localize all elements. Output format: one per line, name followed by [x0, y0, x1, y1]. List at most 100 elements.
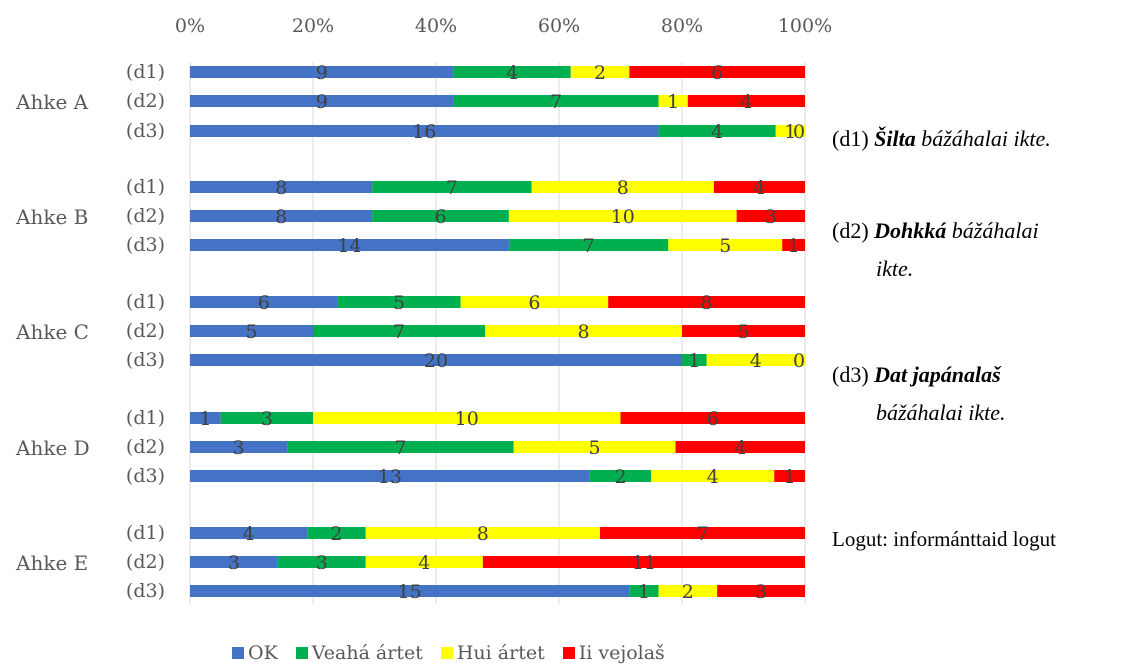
data-label: 1 [788, 235, 800, 257]
row-label: (d3) [126, 349, 165, 371]
group-label: Ahke B [15, 205, 88, 229]
row-label: (d2) [126, 205, 165, 227]
bar-segment [629, 585, 659, 597]
bar-segment [717, 585, 805, 597]
data-label: 6 [711, 62, 723, 84]
bar-segment [736, 210, 805, 222]
data-label: 2 [330, 523, 342, 545]
data-label: 8 [477, 523, 489, 545]
x-tick-label: 20% [292, 15, 334, 37]
bar-segment [460, 296, 609, 308]
data-label: 9 [316, 91, 328, 113]
bar-segment [190, 527, 308, 539]
bar-segment [453, 66, 571, 78]
bar-segment [190, 470, 590, 482]
row-label: (d1) [126, 291, 165, 313]
data-label: 5 [393, 292, 405, 314]
legend-swatch [232, 647, 244, 659]
legend-swatch [440, 647, 453, 659]
legend-item: OK [232, 642, 278, 664]
legend-label: OK [248, 642, 278, 664]
bar-segment [190, 181, 373, 193]
row-label: (d1) [126, 407, 165, 429]
legend-label: Veahá ártet [311, 642, 423, 664]
data-label: 8 [578, 321, 590, 343]
legend-swatch [562, 647, 575, 659]
data-label: 4 [711, 121, 723, 143]
x-tick-label: 100% [778, 15, 832, 37]
data-label: 10 [455, 408, 479, 430]
bar-segment [620, 412, 805, 424]
bar-segment [485, 325, 682, 337]
note-d3: (d3) Dat japánalaš bážáhalai ikte. [832, 362, 1006, 425]
row-label: (d3) [126, 234, 165, 256]
bar-segment [658, 585, 718, 597]
group-label: Ahke E [15, 551, 88, 575]
data-label: 4 [506, 62, 518, 84]
data-label: 4 [740, 91, 752, 113]
data-label: 1 [688, 350, 700, 372]
bar-segment [190, 412, 221, 424]
data-label: 0 [793, 350, 805, 372]
legend-item: Hui ártet [440, 642, 545, 664]
data-label: 4 [734, 437, 746, 459]
data-label: 1 [784, 466, 796, 488]
bar-segment [190, 556, 278, 568]
data-label: 5 [245, 321, 257, 343]
bar-segment [658, 95, 688, 107]
bar-segment [365, 527, 600, 539]
x-tick-label: 0% [175, 15, 205, 37]
bar-segment [277, 556, 366, 568]
data-label: 2 [594, 62, 606, 84]
data-label: 7 [446, 177, 458, 199]
data-label: 2 [682, 581, 694, 603]
bar-segment [570, 66, 630, 78]
bar-segment [313, 412, 621, 424]
bar-segment [190, 66, 454, 78]
bar-segment [313, 325, 486, 337]
legend-label: Hui ártet [456, 642, 545, 664]
bar-segment [190, 95, 454, 107]
data-label: 7 [394, 437, 406, 459]
bar-segment [508, 239, 669, 251]
bar-segment [453, 95, 659, 107]
row-label: (d2) [126, 90, 165, 112]
data-label: 20 [424, 350, 448, 372]
note-d1: (d1) Šilta bážáhalai ikte. [832, 126, 1051, 151]
bar-segment [774, 470, 805, 482]
data-label: 2 [614, 466, 626, 488]
data-label: 5 [589, 437, 601, 459]
data-label: 7 [550, 91, 562, 113]
data-label: 10 [611, 206, 635, 228]
legend-item: Veahá ártet [295, 642, 423, 664]
x-tick-label: 60% [538, 15, 580, 37]
data-label: 6 [258, 292, 270, 314]
bar-segment [668, 239, 783, 251]
data-label: 6 [528, 292, 540, 314]
x-tick-label: 80% [661, 15, 703, 37]
data-label: 5 [737, 321, 749, 343]
data-label: 6 [435, 206, 447, 228]
row-label: (d2) [126, 436, 165, 458]
data-label: 6 [707, 408, 719, 430]
bar-segment [365, 556, 483, 568]
data-label: 7 [583, 235, 595, 257]
bar-segment [190, 354, 682, 366]
chart-legend: OK Veahá ártet Hui ártet Ii vejolaš [232, 642, 665, 664]
data-label: 4 [418, 552, 430, 574]
data-label: 7 [393, 321, 405, 343]
bar-segment [482, 556, 805, 568]
bar-segment [775, 125, 805, 137]
legend-swatch [295, 647, 308, 659]
bar-segment [372, 210, 509, 222]
data-label: 13 [378, 466, 402, 488]
data-label: 16 [412, 121, 436, 143]
data-label: 3 [755, 581, 767, 603]
row-label: (d3) [126, 120, 165, 142]
bar-segment [287, 441, 514, 453]
data-label: 11 [632, 552, 656, 574]
data-label: 5 [719, 235, 731, 257]
bar-segment [629, 66, 805, 78]
data-label: 8 [701, 292, 713, 314]
bar-segment [190, 210, 373, 222]
